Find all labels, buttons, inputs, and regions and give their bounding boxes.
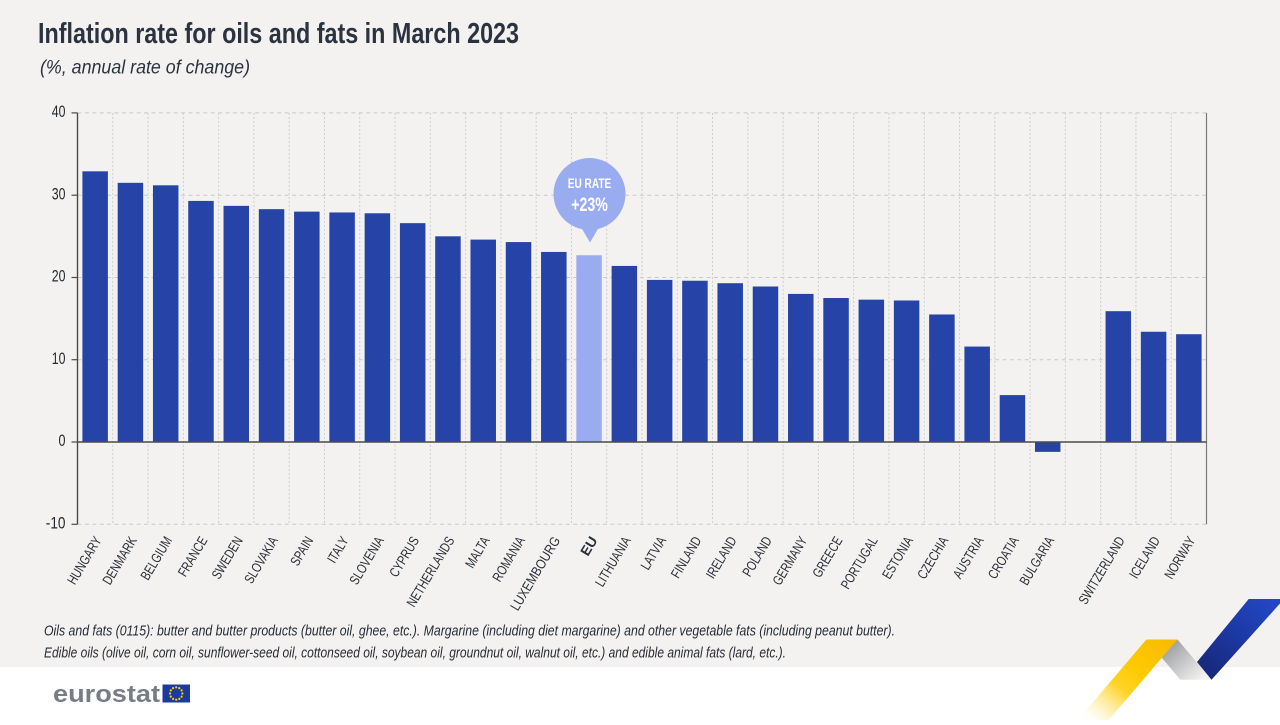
svg-text:eurostat: eurostat: [53, 681, 160, 708]
svg-text:(%, annual rate of change): (%, annual rate of change): [40, 58, 250, 79]
svg-text:0: 0: [59, 431, 66, 450]
svg-text:40: 40: [52, 102, 66, 121]
svg-text:-10: -10: [46, 514, 66, 533]
svg-text:Oils and fats (0115): butter a: Oils and fats (0115): butter and butter …: [44, 624, 895, 640]
svg-text:30: 30: [52, 184, 66, 203]
svg-text:EU RATE: EU RATE: [568, 176, 612, 191]
svg-text:+23%: +23%: [571, 194, 608, 216]
svg-text:Inflation rate for oils and fa: Inflation rate for oils and fats in Marc…: [38, 18, 519, 50]
svg-text:10: 10: [52, 349, 66, 368]
svg-text:Edible oils (olive oil, corn o: Edible oils (olive oil, corn oil, sunflo…: [44, 646, 786, 662]
svg-text:20: 20: [52, 267, 66, 286]
